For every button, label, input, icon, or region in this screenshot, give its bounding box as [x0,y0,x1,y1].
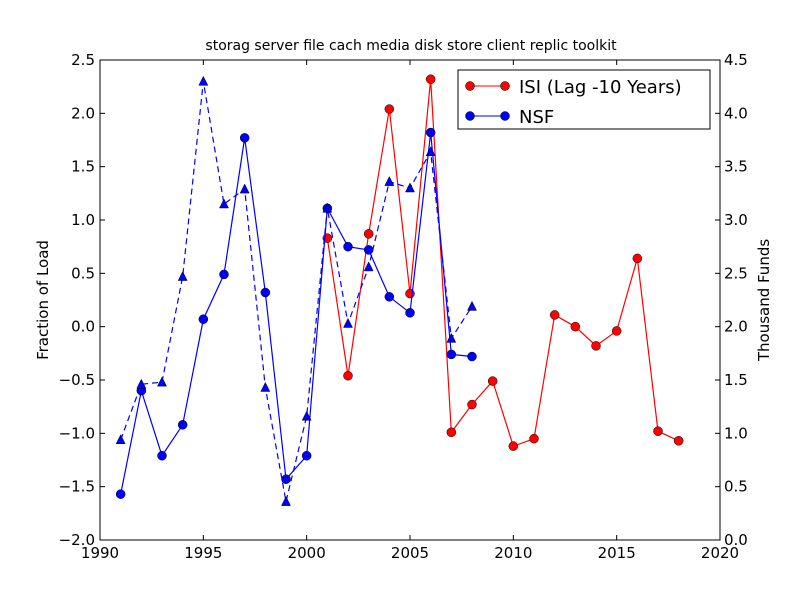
legend-marker-isi [500,81,510,91]
data-point [301,450,312,461]
data-point [281,474,291,484]
data-point-triangle [384,176,395,186]
y-tick-label: 2.5 [71,51,95,69]
data-point [405,308,415,318]
y-tick-right-label: 3.5 [724,158,748,176]
data-point [177,420,188,430]
chart-title: storag server file cach media disk store… [205,38,617,54]
data-point [384,104,395,114]
data-point [157,450,167,461]
data-point [549,310,560,320]
data-point-triangle [446,332,457,343]
data-point [570,321,581,332]
x-tick-label: 2020 [701,544,739,562]
data-point-triangle [405,182,415,193]
y-tick-right-label: 3.0 [724,211,748,229]
data-point [425,74,436,84]
y-tick-label: −1.0 [59,424,95,442]
legend-label-nsf: NSF [519,107,554,128]
y-tick-right-label: 4.5 [724,51,748,69]
legend-marker-isi [465,81,475,91]
data-point-triangle [425,146,436,156]
x-tick-label: 2010 [494,544,532,562]
data-point-triangle [219,198,229,209]
legend-marker-nsf [500,111,510,121]
data-point [467,399,477,410]
y-tick-label: −0.5 [59,371,95,389]
data-point [446,427,457,438]
data-point [529,433,539,444]
data-point [673,436,684,446]
y-tick-right-label: 1.5 [724,371,748,389]
y-tick-right-label: 2.5 [724,264,748,282]
y-tick-right-label: 4.0 [724,104,748,122]
data-point-triangle [363,261,374,272]
y-tick-label: 0.0 [71,318,95,336]
data-point [487,376,498,386]
data-point [363,229,374,239]
data-point [219,269,229,280]
x-tick-label: 2005 [391,544,429,562]
y-tick-label: 0.5 [71,264,95,282]
x-tick-label: 2000 [288,544,326,562]
y-tick-right-label: 2.0 [724,318,748,336]
y-axis-right-label: Thousand Funds [755,239,773,362]
data-point-triangle [301,410,312,421]
y-tick-label: −1.5 [59,478,95,496]
data-point [198,314,209,324]
data-point [115,489,126,499]
data-point-triangle [322,202,333,213]
data-point [446,349,457,360]
data-point [260,287,271,298]
data-point [239,133,250,143]
data-point-triangle [115,434,126,444]
data-point [632,253,643,264]
data-point-triangle [198,75,209,86]
data-point [591,341,601,351]
y-axis-label: Fraction of Load [34,240,52,360]
data-point-triangle [467,300,477,311]
data-point-triangle [177,270,188,281]
series-line-0 [326,79,679,447]
y-tick-label: −2.0 [59,531,95,549]
x-tick-label: 2015 [598,544,636,562]
legend-box [457,69,711,130]
x-tick-label: 1990 [81,544,119,562]
x-tick-label: 1995 [184,544,222,562]
data-point [611,326,622,336]
series-line-2 [120,81,473,502]
data-point [363,245,374,255]
plot-frame [99,59,721,541]
legend: ISI (Lag -10 Years) NSF [457,69,711,130]
y-tick-right-label: 0.0 [724,531,748,549]
legend-label-isi: ISI (Lag -10 Years) [519,77,682,98]
y-tick-right-label: 1.0 [724,424,748,442]
data-point-triangle [281,496,291,506]
y-tick-label: 1.0 [71,211,95,229]
legend-marker-nsf [465,111,475,121]
data-point-triangle [343,317,353,328]
data-point [343,370,353,381]
data-point [384,292,395,302]
data-point [467,351,477,362]
y-tick-label: 1.5 [71,158,95,176]
data-point-triangle [136,378,147,389]
y-tick-right-label: 0.5 [724,478,748,496]
y-tick-label: 2.0 [71,104,95,122]
data-point [343,241,353,252]
data-point-triangle [157,376,167,387]
data-point-triangle [239,183,250,194]
data-point-triangle [260,381,271,392]
data-point [425,127,436,138]
data-point [508,441,519,451]
series-line-1 [120,132,473,495]
data-point [653,426,663,436]
